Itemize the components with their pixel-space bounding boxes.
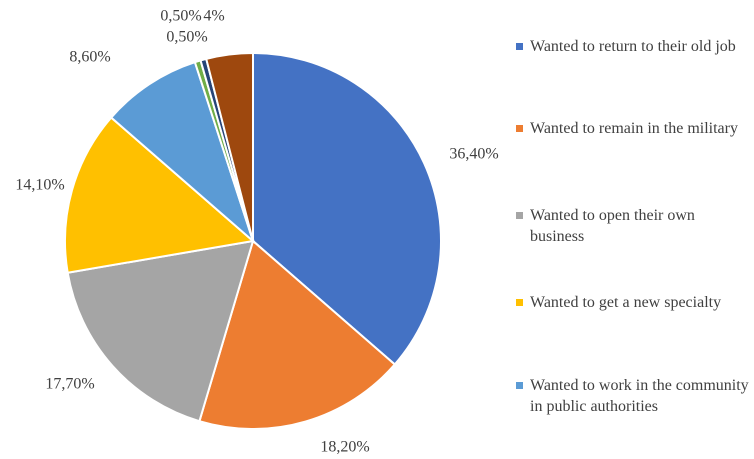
data-label: 4%	[203, 8, 224, 25]
legend-label: Wanted to remain in the military	[530, 120, 738, 137]
legend-item: Wanted to remain in the military	[516, 118, 752, 139]
data-label: 36,40%	[449, 146, 498, 163]
legend-item: Wanted to get a new specialty	[516, 292, 752, 313]
legend-swatch	[516, 382, 523, 389]
data-label: 17,70%	[45, 376, 94, 393]
legend-label: Wanted to open their own business	[530, 207, 695, 245]
data-label: 0,50%	[166, 29, 207, 46]
legend-swatch	[516, 299, 523, 306]
pie-slice	[198, 239, 397, 430]
legend-label: Wanted to get a new specialty	[530, 294, 722, 311]
legend-swatch	[516, 125, 523, 132]
pie-slice	[205, 51, 254, 242]
pie-slice	[64, 116, 256, 274]
legend-swatch	[516, 212, 523, 219]
data-label: 18,20%	[320, 439, 369, 456]
legend-swatch	[516, 43, 523, 50]
data-label: 14,10%	[15, 177, 64, 194]
legend-item: Wanted to work in the community in publi…	[516, 375, 752, 417]
legend-label: Wanted to work in the community in publi…	[530, 377, 749, 415]
pie-slice	[66, 239, 255, 423]
data-label: 8,60%	[69, 49, 110, 66]
legend-label: Wanted to return to their old job	[530, 38, 736, 55]
pie-slice	[109, 60, 256, 245]
legend-item: Wanted to return to their old job	[516, 36, 752, 57]
pie-slice	[252, 51, 442, 366]
data-label: 0,50%	[160, 8, 201, 25]
legend-item: Wanted to open their own business	[516, 205, 752, 247]
